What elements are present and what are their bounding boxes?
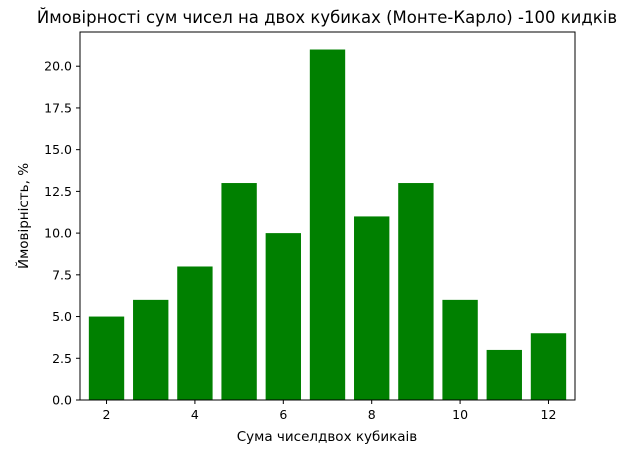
bar-sum-12 [530,333,567,400]
y-axis-ticks: 0.0 2.5 5.0 7.5 10.0 12.5 15.0 17.5 20.0 [44,59,80,408]
bar-sum-7 [309,49,346,401]
y-tick-label: 15.0 [44,142,72,157]
y-tick-label: 7.5 [52,267,72,282]
y-tick-label: 2.5 [52,351,72,366]
x-axis-ticks: 2 4 6 8 10 12 [103,400,557,422]
bar-sum-11 [486,349,522,400]
x-tick-label: 8 [368,407,376,422]
bar-sum-8 [354,216,390,400]
y-tick-label: 12.5 [44,184,72,199]
y-tick-label: 20.0 [44,59,72,74]
bar-sum-4 [177,266,213,400]
y-tick-label: 0.0 [52,393,72,408]
bar-sum-10 [442,299,478,400]
x-axis-label: Сума чиселдвох кубикаів [237,429,418,445]
bar-sum-9 [398,183,434,400]
x-tick-label: 12 [541,407,557,422]
bar-sum-3 [133,299,169,400]
x-tick-label: 6 [279,407,287,422]
x-tick-label: 10 [452,407,468,422]
y-tick-label: 17.5 [44,100,72,115]
y-tick-label: 10.0 [44,226,72,241]
bar-sum-6 [265,233,301,400]
bar-sum-5 [221,183,257,400]
bars-group [88,49,567,401]
y-tick-label: 5.0 [52,309,72,324]
x-tick-label: 4 [191,407,199,422]
chart-title: Ймовірності сум чисел на двох кубиках (М… [37,8,617,27]
x-tick-label: 2 [103,407,111,422]
axes-frame [79,31,576,401]
y-axis-label: Ймовірність, % [14,163,32,269]
bar-sum-2 [88,316,125,400]
